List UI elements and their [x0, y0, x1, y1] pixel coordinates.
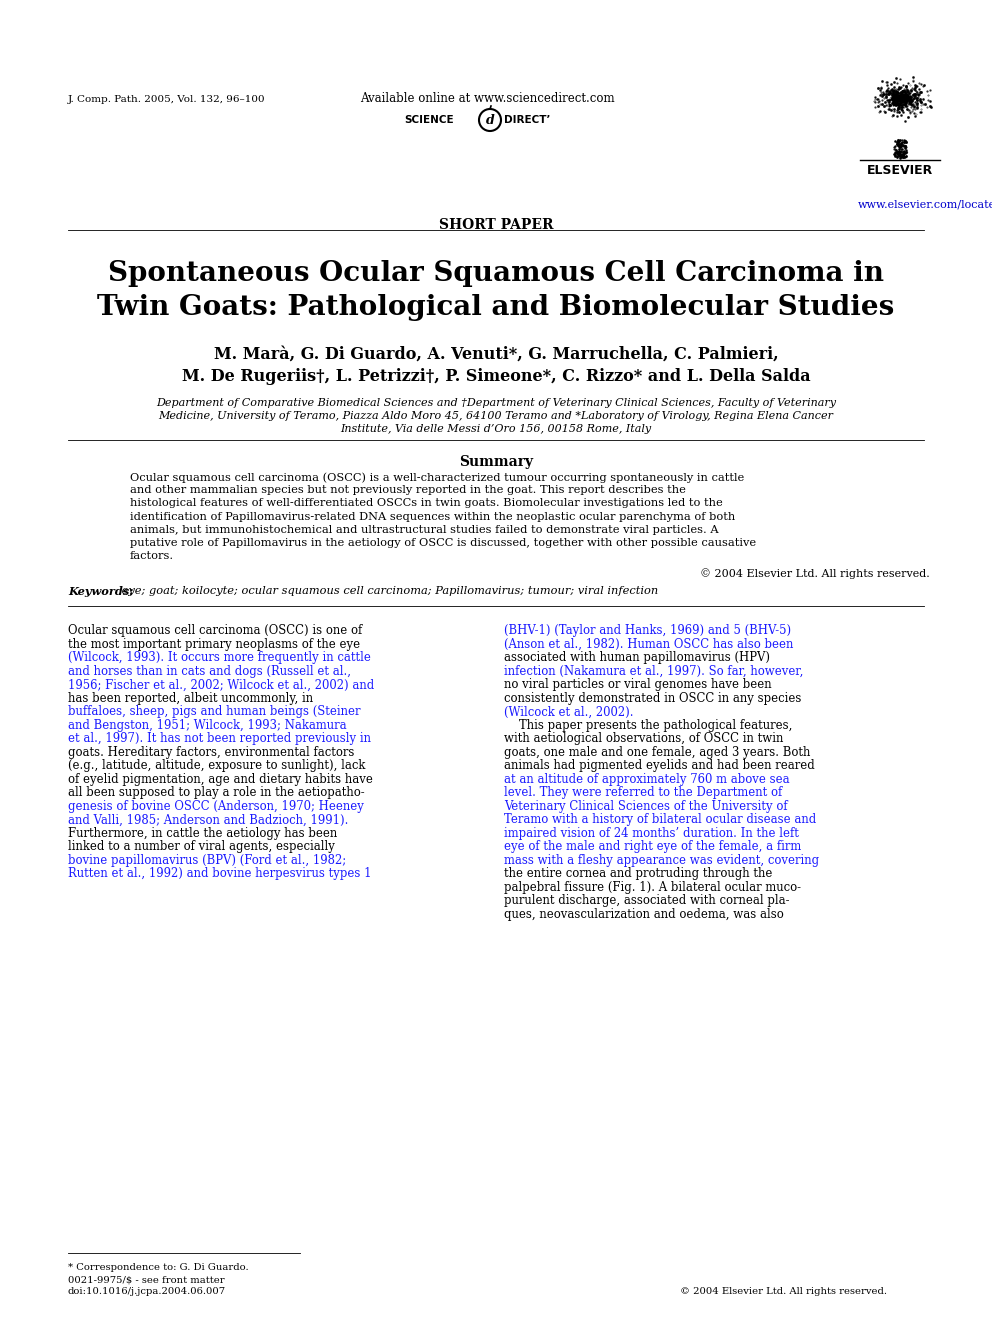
Text: putative role of Papillomavirus in the aetiology of OSCC is discussed, together : putative role of Papillomavirus in the a… — [130, 538, 756, 548]
Text: genesis of bovine OSCC (Anderson, 1970; Heeney: genesis of bovine OSCC (Anderson, 1970; … — [68, 800, 364, 812]
Text: animals, but immunohistochemical and ultrastructural studies failed to demonstra: animals, but immunohistochemical and ult… — [130, 525, 718, 534]
Text: goats. Hereditary factors, environmental factors: goats. Hereditary factors, environmental… — [68, 746, 354, 759]
Text: the entire cornea and protruding through the: the entire cornea and protruding through… — [504, 868, 773, 880]
Text: Medicine, University of Teramo, Piazza Aldo Moro 45, 64100 Teramo and *Laborator: Medicine, University of Teramo, Piazza A… — [159, 411, 833, 421]
Text: ELSEVIER: ELSEVIER — [867, 164, 933, 177]
Text: goats, one male and one female, aged 3 years. Both: goats, one male and one female, aged 3 y… — [504, 746, 810, 759]
Text: 1956; Fischer et al., 2002; Wilcock et al., 2002) and: 1956; Fischer et al., 2002; Wilcock et a… — [68, 679, 374, 692]
Text: eye; goat; koilocyte; ocular squamous cell carcinoma; Papillomavirus; tumour; vi: eye; goat; koilocyte; ocular squamous ce… — [118, 586, 659, 597]
Text: buffaloes, sheep, pigs and human beings (Steiner: buffaloes, sheep, pigs and human beings … — [68, 705, 360, 718]
Text: infection (Nakamura et al., 1997). So far, however,: infection (Nakamura et al., 1997). So fa… — [504, 665, 804, 677]
Text: identification of Papillomavirus-related DNA sequences within the neoplastic ocu: identification of Papillomavirus-related… — [130, 512, 735, 521]
Text: animals had pigmented eyelids and had been reared: animals had pigmented eyelids and had be… — [504, 759, 814, 773]
Text: Teramo with a history of bilateral ocular disease and: Teramo with a history of bilateral ocula… — [504, 814, 816, 827]
Text: © 2004 Elsevier Ltd. All rights reserved.: © 2004 Elsevier Ltd. All rights reserved… — [700, 569, 930, 579]
Text: M. De Rugeriis†, L. Petrizzi†, P. Simeone*, C. Rizzo* and L. Della Salda: M. De Rugeriis†, L. Petrizzi†, P. Simeon… — [182, 368, 810, 385]
Text: Ocular squamous cell carcinoma (OSCC) is one of: Ocular squamous cell carcinoma (OSCC) is… — [68, 624, 362, 638]
Text: (Wilcock, 1993). It occurs more frequently in cattle: (Wilcock, 1993). It occurs more frequent… — [68, 651, 371, 664]
Text: Department of Comparative Biomedical Sciences and †Department of Veterinary Clin: Department of Comparative Biomedical Sci… — [156, 398, 836, 407]
Text: of eyelid pigmentation, age and dietary habits have: of eyelid pigmentation, age and dietary … — [68, 773, 373, 786]
Text: Twin Goats: Pathological and Biomolecular Studies: Twin Goats: Pathological and Biomolecula… — [97, 294, 895, 321]
Text: level. They were referred to the Department of: level. They were referred to the Departm… — [504, 786, 783, 799]
Text: Keywords:: Keywords: — [68, 586, 134, 598]
Text: (Anson et al., 1982). Human OSCC has also been: (Anson et al., 1982). Human OSCC has als… — [504, 638, 794, 651]
Text: bovine papillomavirus (BPV) (Ford et al., 1982;: bovine papillomavirus (BPV) (Ford et al.… — [68, 853, 346, 867]
Text: the most important primary neoplasms of the eye: the most important primary neoplasms of … — [68, 638, 360, 651]
Text: and Bengston, 1951; Wilcock, 1993; Nakamura: and Bengston, 1951; Wilcock, 1993; Nakam… — [68, 718, 346, 732]
Text: Spontaneous Ocular Squamous Cell Carcinoma in: Spontaneous Ocular Squamous Cell Carcino… — [108, 261, 884, 287]
Text: at an altitude of approximately 760 m above sea: at an altitude of approximately 760 m ab… — [504, 773, 790, 786]
Text: 0021-9975/$ - see front matter: 0021-9975/$ - see front matter — [68, 1275, 224, 1285]
Text: and horses than in cats and dogs (Russell et al.,: and horses than in cats and dogs (Russel… — [68, 665, 351, 677]
Text: J. Comp. Path. 2005, Vol. 132, 96–100: J. Comp. Path. 2005, Vol. 132, 96–100 — [68, 95, 266, 105]
Text: d: d — [486, 114, 494, 127]
Text: ques, neovascularization and oedema, was also: ques, neovascularization and oedema, was… — [504, 908, 784, 921]
Text: © 2004 Elsevier Ltd. All rights reserved.: © 2004 Elsevier Ltd. All rights reserved… — [680, 1287, 887, 1297]
Text: (Wilcock et al., 2002).: (Wilcock et al., 2002). — [504, 705, 634, 718]
Text: all been supposed to play a role in the aetiopathо-: all been supposed to play a role in the … — [68, 786, 365, 799]
Text: DIRECT’: DIRECT’ — [504, 115, 551, 124]
Text: no viral particles or viral genomes have been: no viral particles or viral genomes have… — [504, 679, 772, 692]
Text: and other mammalian species but not previously reported in the goat. This report: and other mammalian species but not prev… — [130, 486, 685, 495]
Text: purulent discharge, associated with corneal pla-: purulent discharge, associated with corn… — [504, 894, 790, 908]
Text: Summary: Summary — [459, 455, 533, 468]
Text: impaired vision of 24 months’ duration. In the left: impaired vision of 24 months’ duration. … — [504, 827, 799, 840]
Text: SCIENCE: SCIENCE — [404, 115, 453, 124]
Text: (e.g., latitude, altitude, exposure to sunlight), lack: (e.g., latitude, altitude, exposure to s… — [68, 759, 365, 773]
Text: doi:10.1016/j.jcpa.2004.06.007: doi:10.1016/j.jcpa.2004.06.007 — [68, 1287, 226, 1297]
Text: with aetiological observations, of OSCC in twin: with aetiological observations, of OSCC … — [504, 733, 784, 745]
Text: Veterinary Clinical Sciences of the University of: Veterinary Clinical Sciences of the Univ… — [504, 800, 788, 812]
Text: and Valli, 1985; Anderson and Badzioch, 1991).: and Valli, 1985; Anderson and Badzioch, … — [68, 814, 348, 827]
Text: linked to a number of viral agents, especially: linked to a number of viral agents, espe… — [68, 840, 335, 853]
Text: Institute, Via delle Messi d’Oro 156, 00158 Rome, Italy: Institute, Via delle Messi d’Oro 156, 00… — [340, 423, 652, 434]
Text: has been reported, albeit uncommonly, in: has been reported, albeit uncommonly, in — [68, 692, 313, 705]
Text: eye of the male and right eye of the female, a firm: eye of the male and right eye of the fem… — [504, 840, 802, 853]
Text: consistently demonstrated in OSCC in any species: consistently demonstrated in OSCC in any… — [504, 692, 802, 705]
Text: Furthermore, in cattle the aetiology has been: Furthermore, in cattle the aetiology has… — [68, 827, 337, 840]
Text: Available online at www.sciencedirect.com: Available online at www.sciencedirect.co… — [360, 93, 615, 105]
Text: * Correspondence to: G. Di Guardo.: * Correspondence to: G. Di Guardo. — [68, 1263, 249, 1271]
Text: associated with human papillomavirus (HPV): associated with human papillomavirus (HP… — [504, 651, 770, 664]
Text: et al., 1997). It has not been reported previously in: et al., 1997). It has not been reported … — [68, 733, 371, 745]
Text: SHORT PAPER: SHORT PAPER — [438, 218, 554, 232]
Text: (BHV-1) (Taylor and Hanks, 1969) and 5 (BHV-5): (BHV-1) (Taylor and Hanks, 1969) and 5 (… — [504, 624, 792, 638]
Text: mass with a fleshy appearance was evident, covering: mass with a fleshy appearance was eviden… — [504, 853, 819, 867]
Text: This paper presents the pathological features,: This paper presents the pathological fea… — [504, 718, 793, 732]
Text: Ocular squamous cell carcinoma (OSCC) is a well-characterized tumour occurring s: Ocular squamous cell carcinoma (OSCC) is… — [130, 472, 744, 483]
Text: histological features of well-differentiated OSCCs in twin goats. Biomolecular i: histological features of well-differenti… — [130, 499, 723, 508]
Text: palpebral fissure (Fig. 1). A bilateral ocular muco-: palpebral fissure (Fig. 1). A bilateral … — [504, 881, 801, 894]
Text: factors.: factors. — [130, 552, 175, 561]
Text: M. Marà, G. Di Guardo, A. Venuti*, G. Marruchella, C. Palmieri,: M. Marà, G. Di Guardo, A. Venuti*, G. Ma… — [213, 347, 779, 363]
Text: Rutten et al., 1992) and bovine herpesvirus types 1: Rutten et al., 1992) and bovine herpesvi… — [68, 868, 371, 880]
Text: www.elsevier.com/locate/jcpa: www.elsevier.com/locate/jcpa — [858, 200, 992, 210]
